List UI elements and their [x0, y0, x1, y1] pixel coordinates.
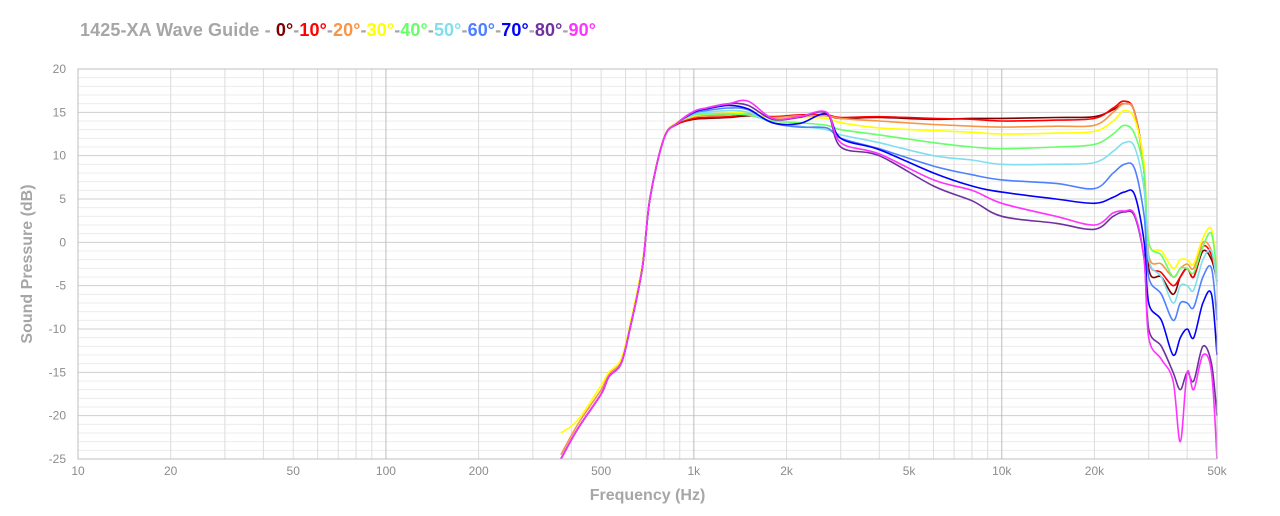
- x-axis-title: Frequency (Hz): [590, 487, 706, 504]
- title-angle-label: 40°: [400, 20, 428, 40]
- title-angle-label: 30°: [366, 20, 395, 40]
- x-tick-label: 50: [287, 464, 301, 478]
- grid: [77, 68, 1218, 460]
- x-tick-label: 10: [71, 464, 85, 478]
- x-tick-label: 100: [376, 464, 396, 478]
- y-tick-label: 10: [53, 149, 67, 163]
- title-separator: -: [326, 20, 334, 40]
- series-line: [560, 99, 1218, 460]
- title-separator: -: [528, 20, 535, 40]
- title-angle-label: 80°: [534, 20, 563, 40]
- series-lines: [560, 99, 1218, 460]
- x-axis-ticks: 10 20 50 100 200 500 1k 2k 5k 10k 20k 50k: [71, 464, 1227, 478]
- title-angle-label: 60°: [467, 20, 496, 40]
- y-tick-label: 15: [53, 105, 67, 119]
- y-tick-label: -10: [49, 322, 67, 336]
- x-tick-label: 10k: [992, 464, 1012, 478]
- title-angle-label: 10°: [299, 20, 327, 40]
- title-separator: -: [394, 20, 401, 40]
- title-angle-label: 50°: [433, 20, 462, 40]
- chart-title: 1425-XA Wave Guide - 0°-10°-20°-30°-40°-…: [80, 20, 596, 41]
- y-axis-title: Sound Pressure (dB): [19, 184, 36, 343]
- x-tick-label: 20: [164, 464, 178, 478]
- y-tick-label: 20: [53, 62, 67, 76]
- title-angle-label: 70°: [501, 20, 529, 40]
- x-tick-label: 5k: [903, 464, 917, 478]
- title-separator: -: [293, 20, 300, 40]
- y-tick-label: -15: [49, 365, 67, 379]
- x-tick-label: 20k: [1085, 464, 1105, 478]
- chart-title-angles: 0°-10°-20°-30°-40°-50°-60°-70°-80°-90°: [276, 20, 596, 40]
- x-tick-label: 50k: [1207, 464, 1227, 478]
- title-separator: -: [427, 20, 434, 40]
- y-tick-label: 0: [59, 235, 66, 249]
- y-tick-label: -25: [49, 452, 67, 466]
- plot-frame: [77, 68, 1218, 460]
- x-tick-label: 200: [469, 464, 489, 478]
- y-tick-label: 5: [59, 192, 66, 206]
- y-axis-ticks: 20 15 10 5 0 -5 -10 -15 -20 -25: [49, 62, 67, 466]
- title-separator: -: [360, 20, 367, 40]
- title-angle-label: 20°: [333, 20, 361, 40]
- x-tick-label: 2k: [780, 464, 794, 478]
- title-separator: -: [562, 20, 569, 40]
- title-separator: -: [495, 20, 502, 40]
- chart-title-base: 1425-XA Wave Guide -: [80, 20, 271, 40]
- series-line: [560, 102, 1218, 460]
- x-tick-label: 500: [591, 464, 611, 478]
- x-tick-label: 1k: [688, 464, 702, 478]
- y-tick-label: -20: [49, 409, 67, 423]
- title-angle-label: 90°: [568, 20, 597, 40]
- title-angle-label: 0°: [275, 20, 294, 40]
- title-separator: -: [461, 20, 468, 40]
- y-tick-label: -5: [55, 279, 66, 293]
